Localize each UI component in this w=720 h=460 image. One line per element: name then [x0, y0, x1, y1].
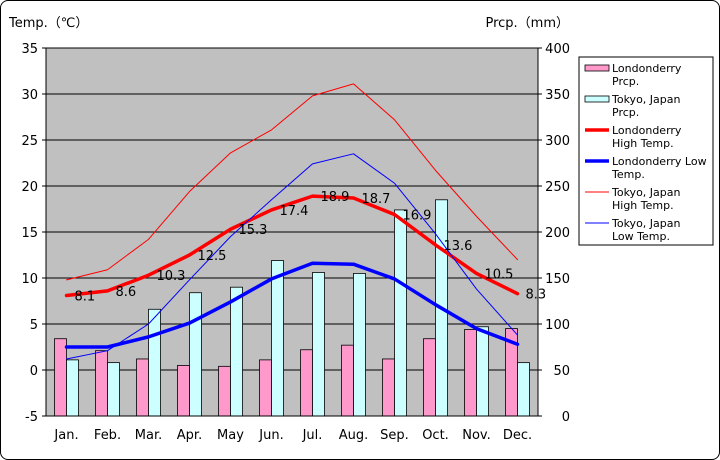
x-axis-tick-label: Feb.	[94, 428, 121, 443]
precip-bar	[353, 272, 366, 417]
precip-bar	[382, 358, 395, 417]
left-axis-tick-label: 0	[30, 364, 38, 379]
left-axis: Temp.（℃） -5 0 5 10 15 20 25 30 35	[8, 16, 88, 425]
x-axis-tick-label: Mar.	[135, 428, 162, 443]
precip-bar	[464, 329, 477, 417]
right-axis: Prcp.（mm） 0 50 100 150 200 250 300 350 400	[485, 16, 570, 425]
precipitation-bars	[54, 199, 530, 417]
legend-box	[578, 56, 714, 246]
left-axis-tick-label: 30	[21, 88, 38, 103]
precip-bar	[107, 362, 120, 417]
legend-swatch	[584, 64, 610, 72]
right-axis-tick-label: 50	[553, 364, 570, 379]
x-axis-tick-label: Jan.	[53, 428, 78, 443]
legend-label: Temp.	[611, 168, 645, 181]
precip-bar	[300, 349, 313, 417]
precip-bar	[230, 286, 243, 417]
right-axis-tick-label: 200	[545, 226, 570, 241]
right-axis-tick-label: 350	[545, 88, 570, 103]
right-axis-tick-label: 100	[545, 318, 570, 333]
data-label: 17.4	[280, 204, 309, 219]
precip-bar	[148, 308, 161, 417]
precip-bar	[423, 338, 436, 417]
right-axis-tick-label: 150	[545, 272, 570, 287]
legend-swatch	[584, 95, 610, 103]
x-axis: Jan. Feb. Mar. Apr. May Jun. Jul. Aug. Sep. Oct. N…	[53, 428, 532, 443]
legend-label: Londonderry	[612, 62, 682, 75]
temperature-line	[66, 83, 518, 281]
data-label: 18.7	[362, 192, 391, 207]
data-label: 15.3	[239, 223, 268, 238]
x-axis-tick-label: Jul.	[302, 428, 323, 443]
precip-bar	[517, 362, 530, 417]
precip-bar	[218, 365, 231, 417]
data-label: 10.3	[157, 269, 186, 284]
precip-bar	[394, 209, 407, 417]
right-axis-tick-label: 0	[562, 410, 570, 425]
legend-label: High Temp.	[612, 199, 674, 212]
data-label: 8.3	[526, 288, 547, 303]
data-label: 8.6	[116, 285, 137, 300]
left-axis-tick-label: 5	[30, 318, 38, 333]
precip-bar	[66, 359, 79, 417]
x-axis-tick-label: Sep.	[380, 428, 409, 443]
high-temp-data-labels: 8.1 8.6 10.3 12.5 15.3 17.4 18.9 18.7 16.9 13.6 10…	[75, 190, 547, 304]
precip-bar	[189, 292, 202, 417]
left-axis-tick-label: 35	[21, 42, 38, 57]
temperature-line	[64, 261, 520, 349]
legend-label: Londonderry Low	[612, 155, 707, 168]
legend-label: Londonderry	[612, 124, 682, 137]
data-label: 13.6	[444, 239, 473, 254]
precip-bar	[341, 344, 354, 417]
legend-label: Prcp.	[612, 75, 639, 88]
left-axis-tick-label: 20	[21, 180, 38, 195]
precip-bar	[136, 358, 149, 417]
legend-label: Tokyo, Japan	[611, 217, 680, 230]
precip-bar	[312, 272, 325, 417]
data-label: 10.5	[485, 267, 514, 282]
x-axis-tick-label: Dec.	[503, 428, 532, 443]
right-axis-tick-label: 250	[545, 180, 570, 195]
temperature-lines	[64, 83, 520, 360]
data-label: 12.5	[198, 249, 227, 264]
legend-label: Tokyo, Japan	[611, 186, 680, 199]
precip-bar	[259, 359, 272, 417]
right-axis-title: Prcp.（mm）	[485, 16, 569, 31]
x-axis-tick-label: May	[217, 428, 244, 443]
legend-label: Prcp.	[612, 106, 639, 119]
data-label: 8.1	[75, 289, 96, 304]
left-axis-tick-label: -5	[25, 410, 38, 425]
x-axis-tick-label: Apr.	[177, 428, 202, 443]
right-axis-tick-label: 400	[545, 42, 570, 57]
temperature-line	[64, 194, 520, 298]
x-axis-tick-label: Jun.	[258, 428, 283, 443]
x-axis-tick-label: Oct.	[422, 428, 449, 443]
left-axis-tick-label: 10	[21, 272, 38, 287]
right-axis-tick-label: 300	[545, 134, 570, 149]
legend-label: Low Temp.	[612, 230, 670, 243]
x-axis-tick-label: Aug.	[339, 428, 369, 443]
precip-bar	[95, 350, 108, 417]
legend-label: Tokyo, Japan	[611, 93, 680, 106]
data-label: 18.9	[321, 190, 350, 205]
left-axis-title: Temp.（℃）	[8, 16, 88, 31]
precip-bar	[476, 326, 489, 417]
precip-bar	[54, 338, 67, 417]
left-axis-tick-label: 15	[21, 226, 38, 241]
temperature-line	[66, 153, 518, 360]
legend-label: High Temp.	[612, 137, 674, 150]
precip-bar	[177, 364, 190, 417]
left-axis-tick-label: 25	[21, 134, 38, 149]
precip-bar	[271, 260, 284, 417]
x-axis-tick-label: Nov.	[462, 428, 491, 443]
data-label: 16.9	[403, 209, 432, 224]
